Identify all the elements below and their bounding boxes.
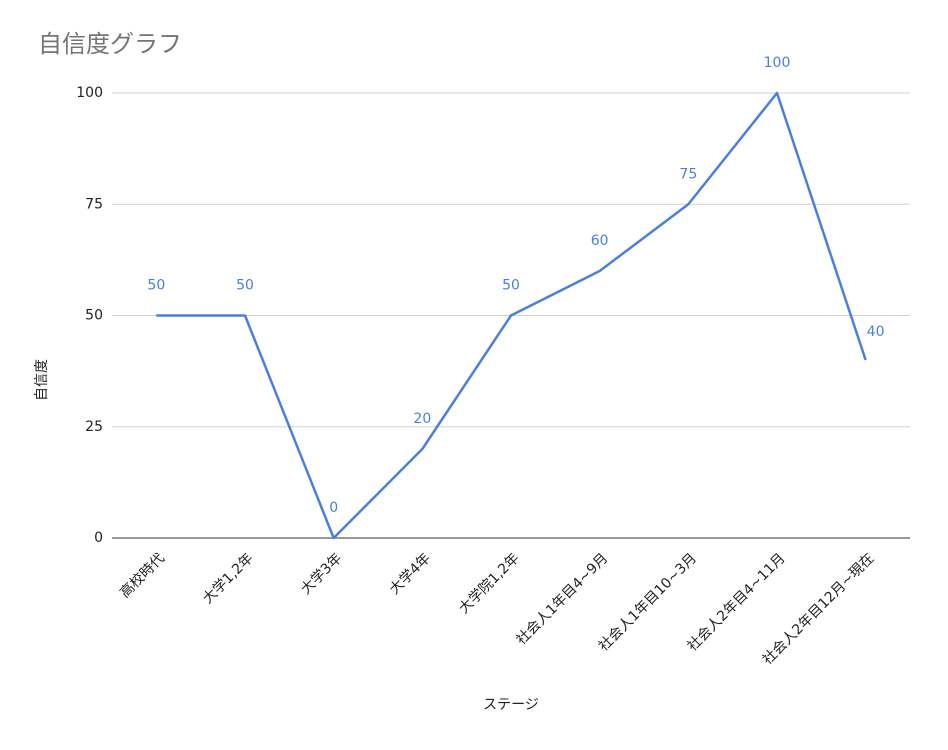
- y-tick-label: 100: [76, 85, 103, 101]
- x-tick-label: 社会人1年目4~9月: [513, 550, 611, 648]
- x-tick-label: 大学院1,2年: [456, 550, 523, 617]
- data-label: 60: [591, 233, 609, 249]
- data-line: [156, 91, 867, 540]
- data-label: 75: [679, 166, 697, 182]
- data-label: 100: [764, 55, 791, 71]
- y-tick-label: 50: [85, 308, 103, 324]
- data-label: 0: [329, 500, 338, 516]
- chart-title: 自信度グラフ: [38, 30, 182, 58]
- x-tick-label: 大学4年: [387, 550, 434, 597]
- y-axis-title: 自信度: [34, 359, 50, 401]
- data-label: 50: [502, 278, 520, 294]
- y-tick-label: 75: [85, 196, 103, 212]
- data-label: 20: [413, 411, 431, 427]
- y-tick-label: 0: [94, 530, 103, 546]
- x-tick-label: 社会人2年目4~11月: [684, 550, 788, 654]
- x-tick-label: 大学1,2年: [200, 550, 257, 607]
- data-label: 40: [867, 324, 885, 340]
- data-label: 50: [236, 278, 254, 294]
- y-tick-label: 25: [85, 419, 103, 435]
- x-tick-label: 高校時代: [116, 550, 168, 602]
- data-label: 50: [147, 278, 165, 294]
- x-axis-title: ステージ: [483, 697, 539, 713]
- x-tick-label: 大学3年: [298, 550, 345, 597]
- x-tick-label: 社会人1年目10~3月: [596, 550, 700, 654]
